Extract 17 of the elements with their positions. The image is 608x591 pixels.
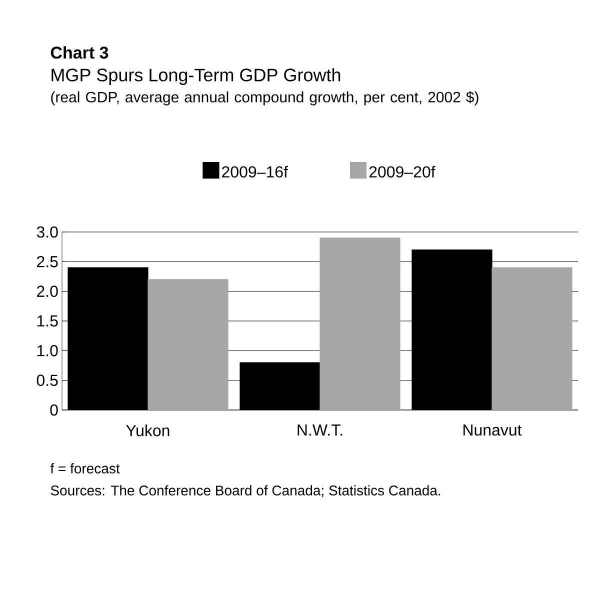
y-tick-label: 0.5 bbox=[36, 374, 58, 386]
text: (real GDP, average annual compound growth, per cent, 2002 $) bbox=[51, 91, 478, 106]
source-note: Sources: The Conference Board of Canada; Statistics Canada. bbox=[50, 485, 440, 498]
x-tick-label: N.W.T. bbox=[298, 424, 342, 436]
chart-subtitle: MGP Spurs Long-Term GDP Growth bbox=[52, 68, 340, 85]
y-tick-label: 1.0 bbox=[37, 344, 58, 356]
legend-label: 2009–20f bbox=[369, 166, 436, 178]
y-tick-label: 2.5 bbox=[37, 256, 58, 268]
y-tick-label: 3.0 bbox=[36, 226, 58, 238]
y-tick-label: 0 bbox=[50, 404, 58, 416]
y-tick-label: 2.0 bbox=[37, 286, 58, 297]
chart-title: Chart 3 bbox=[50, 46, 108, 59]
x-tick-label: Yukon bbox=[126, 424, 170, 436]
legend-label: 2009–16f bbox=[222, 166, 288, 178]
x-tick-label: Nunavut bbox=[464, 424, 522, 436]
text: f = forecast bbox=[50, 463, 120, 474]
y-tick-label: 1.5 bbox=[37, 315, 58, 327]
